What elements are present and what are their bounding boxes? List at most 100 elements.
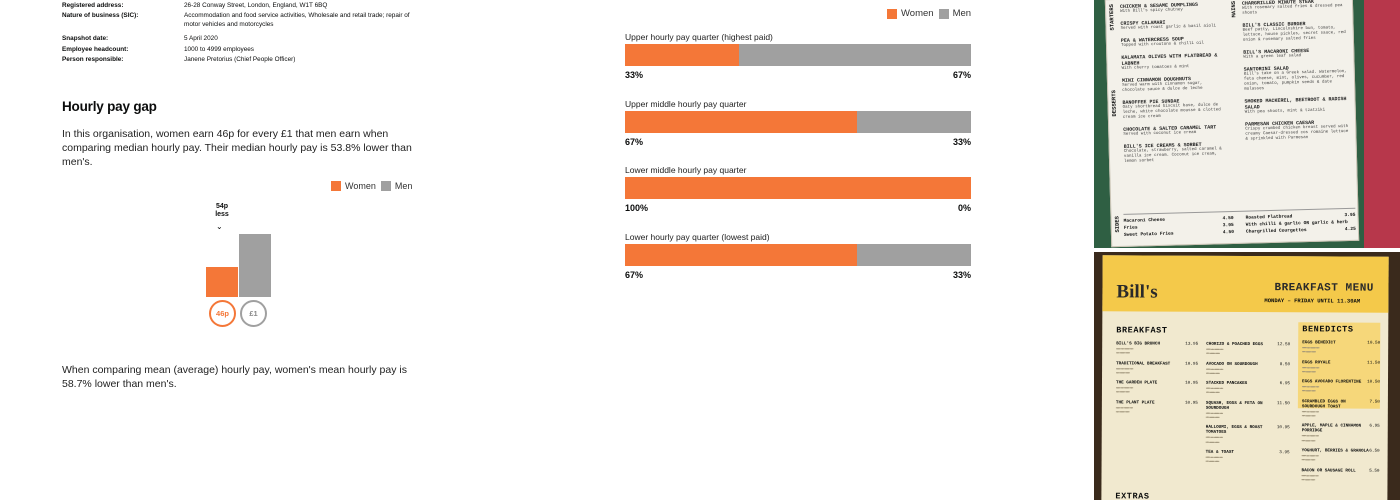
breakfast-item-price: 10.50 (1367, 340, 1381, 346)
breakfast-item-price: 11.50 (1276, 400, 1290, 407)
breakfast-item-description-lines: ▬▬▬ ▬▬ ▬▬▬▬ ▬▬ ▬▬ ▬▬▬▬ ▬▬▬ (1301, 434, 1318, 444)
breakfast-item-description-lines: ▬▬▬ ▬▬ ▬▬▬▬ ▬▬ ▬▬ ▬▬▬▬ ▬▬▬ (1206, 347, 1223, 357)
side-dish-row: Chargrilled Courgettes 4.25 (1246, 226, 1356, 236)
breakfast-item-description-lines: ▬▬▬ ▬▬ ▬▬▬▬ ▬▬ ▬▬ ▬▬▬▬ ▬▬▬ (1205, 455, 1222, 465)
breakfast-item-name: YOGHURT, BERRIES & GRANOLA (1301, 448, 1369, 454)
breakfast-item-name: SQUASH, EGGS & FETA ON SOURDOUGH (1205, 400, 1263, 411)
breakfast-item-description-lines: ▬▬▬ ▬▬ ▬▬▬▬ ▬▬ ▬▬ ▬▬▬▬ ▬▬▬ (1205, 436, 1222, 445)
menu-item: Bill's Classic Burger Beef patty, Lincoln… (1242, 20, 1348, 44)
men-pay-bar (239, 234, 271, 297)
breakfast-item-name: CHORIZO & POACHED EGGS (1206, 341, 1263, 348)
breakfast-item: EGGS AVOCADO FLORENTINE 10.50 (1302, 379, 1380, 384)
quartile-values: 33% 67% (625, 70, 971, 80)
breakfast-item-price: 7.50 (1369, 399, 1380, 405)
breakfast-item: THE GARDEN PLATE 10.95 (1116, 381, 1198, 386)
breakfast-item: EGGS BENEDICT 10.50 (1302, 340, 1380, 345)
breakfast-item-description-lines: ▬▬▬ ▬▬ ▬▬▬▬ ▬▬ ▬▬ ▬▬▬▬ ▬▬▬ (1302, 365, 1319, 375)
quartile-label: Lower hourly pay quarter (lowest paid) (625, 231, 770, 242)
women-swatch (331, 181, 341, 191)
menu-item: Bill's Ice Creams & Sorbet Chocolate, str… (1124, 141, 1230, 165)
quartile-women-segment (625, 177, 971, 200)
detail-row: Person responsible: Janene Pretorius (Chi… (62, 56, 422, 64)
breakfast-item-name: EGGS BENEDICT (1302, 340, 1336, 346)
quartile-men-pct: 33% (952, 136, 971, 147)
pay-quartile: Upper middle hourly pay quarter 67% 33% (625, 99, 971, 166)
legend-men-label: Men (952, 8, 972, 19)
menu-left-column: Chicken & Sesame Dumplings With Bill's sp… (1120, 1, 1229, 171)
quartile-bar (625, 243, 971, 266)
quartile-women-pct: 67% (625, 269, 644, 280)
breakfast-item-name: HALLOUMI, EGGS & ROAST TOMATOES (1205, 425, 1263, 436)
extras-section-title: EXTRAS (1115, 491, 1150, 500)
quartile-men-pct: 0% (957, 203, 971, 214)
breakfast-item-description-lines: ▬▬▬ ▬▬ ▬▬▬▬ ▬▬ ▬▬ ▬▬▬▬ ▬▬▬ (1116, 347, 1133, 356)
quartile-values: 100% 0% (625, 203, 971, 213)
menu-item-description: Bill's take on a Greek salad. Watermelon… (1243, 69, 1347, 92)
breakfast-item: TEA & TOAST 3.95 (1206, 450, 1290, 455)
adjacent-menu-edge (1364, 0, 1400, 248)
men-value-circle: £1 (240, 300, 267, 327)
quartile-women-pct: 33% (625, 70, 644, 80)
menu-item-description: Served warm with cinnamon sugar, chocola… (1122, 81, 1203, 93)
menu-item: Bill's Macaroni Cheese With a green leaf … (1243, 47, 1348, 61)
quartile-bar (625, 110, 971, 133)
breakfast-item: SCRAMBLED EGGS ON SOURDOUGH TOAST 7.50 (1302, 399, 1380, 409)
hourly-pay-gap-heading: Hourly pay gap (62, 99, 157, 114)
detail-key: Employee headcount: (62, 45, 129, 53)
breakfast-item: BACON OR SAUSAGE ROLL 5.50 (1302, 468, 1380, 473)
quartile-men-pct: 67% (952, 70, 971, 80)
breakfast-item: TRADITIONAL BREAKFAST 10.95 (1116, 361, 1198, 366)
breakfast-item-price: 6.50 (1369, 448, 1380, 454)
detail-key: Person responsible: (62, 56, 124, 64)
chevron-down-icon: ⌄ (216, 222, 223, 231)
women-pay-bar (206, 267, 238, 297)
quartile-legend: Women Men (887, 8, 976, 19)
benedicts-column: EGGS BENEDICT 10.50 ▬▬▬ ▬▬ ▬▬▬▬ ▬▬ ▬▬ ▬▬▬▬ … (1301, 340, 1380, 488)
breakfast-item: AVOCADO ON SOURDOUGH 8.50 (1206, 361, 1290, 366)
breakfast-item-name: AVOCADO ON SOURDOUGH (1206, 361, 1258, 367)
breakfast-item-name: EGGS ROYALE (1302, 359, 1331, 366)
breakfast-item-price: 10.50 (1367, 379, 1381, 385)
quartile-bar (625, 44, 971, 66)
women-value-circle: 46p (209, 300, 236, 327)
dinner-menu-card: STARTERS DESSERTS SIDES Chicken & Sesame… (1104, 0, 1360, 248)
quartile-men-pct: 33% (952, 269, 971, 280)
quartile-women-segment (625, 243, 857, 266)
quartile-men-segment (856, 243, 971, 266)
menu-item-description: Beef patty, Lincolnshire bun, tomato, le… (1242, 26, 1346, 43)
breakfast-item-price: 10.95 (1276, 425, 1290, 431)
breakfast-item-description-lines: ▬▬▬ ▬▬ ▬▬▬▬ ▬▬ ▬▬ ▬▬▬▬ ▬▬▬ (1302, 346, 1319, 355)
side-dish-name: Macaroni Cheese (1123, 217, 1166, 224)
side-dish-row: Sweet Potato Fries 4.50 (1124, 229, 1234, 239)
breakfast-item-description-lines: ▬▬▬ ▬▬ ▬▬▬▬ ▬▬ ▬▬ ▬▬▬▬ ▬▬▬ (1301, 410, 1319, 419)
breakfast-item-price: 10.95 (1184, 400, 1198, 406)
detail-value: Accommodation and food service activitie… (184, 12, 410, 28)
sides-left-column: Macaroni Cheese 4.50 Fries 3.95 Sweet Potato… (1124, 215, 1235, 239)
menu-item: Chicken & Sesame Dumplings With Bill's sp… (1120, 1, 1225, 15)
breakfast-menu-title: BREAKFAST MENU (1274, 282, 1374, 295)
breakfast-item: SQUASH, EGGS & FETA ON SOURDOUGH 11.50 (1206, 401, 1290, 411)
median-gap-text: In this organisation, women earn 46p for… (62, 128, 412, 168)
detail-row: Snapshot date: 5 April 2020 (62, 35, 422, 43)
detail-value: 5 April 2020 (184, 35, 218, 43)
legend-men-label: Men (394, 181, 413, 191)
breakfast-menu-subtitle: MONDAY – FRIDAY UNTIL 11.30AM (1264, 297, 1361, 305)
mean-gap-text: When comparing mean (average) hourly pay… (62, 364, 407, 390)
detail-row: Employee headcount: 1000 to 4999 employee… (62, 46, 422, 54)
breakfast-item-name: EGGS AVOCADO FLORENTINE (1301, 379, 1362, 385)
menu-item-description: Chocolate, strawberry, salted caramel & … (1123, 147, 1222, 164)
breakfast-item: HALLOUMI, EGGS & ROAST TOMATOES 10.95 (1206, 425, 1290, 435)
menu-item-description: Oaty shortbread biscuit base, dulce de l… (1122, 103, 1221, 120)
company-details: Registered address: 26-28 Conway Street, … (62, 2, 422, 67)
breakfast-item-name: SCRAMBLED EGGS ON SOURDOUGH TOAST (1301, 399, 1346, 410)
quartile-women-pct: 67% (625, 136, 644, 147)
menu-item: Pea & Watercress Soup Topped with crouton… (1121, 35, 1226, 49)
breakfast-item-price: 10.95 (1185, 361, 1199, 367)
detail-value: Janene Pretorius (Chief People Officer) (184, 56, 296, 64)
side-dish-price: 4.25 (1344, 226, 1356, 233)
breakfast-section-title: BREAKFAST (1116, 325, 1168, 336)
sides-right-column: Roasted Flatbread 3.95 With chilli & garli… (1245, 212, 1356, 236)
breakfast-item-price: 6.95 (1279, 381, 1290, 387)
menu-item: Parmesan Chicken Caesar Crispy crumbed ch… (1245, 119, 1351, 143)
side-dish-price: 4.50 (1222, 229, 1235, 236)
